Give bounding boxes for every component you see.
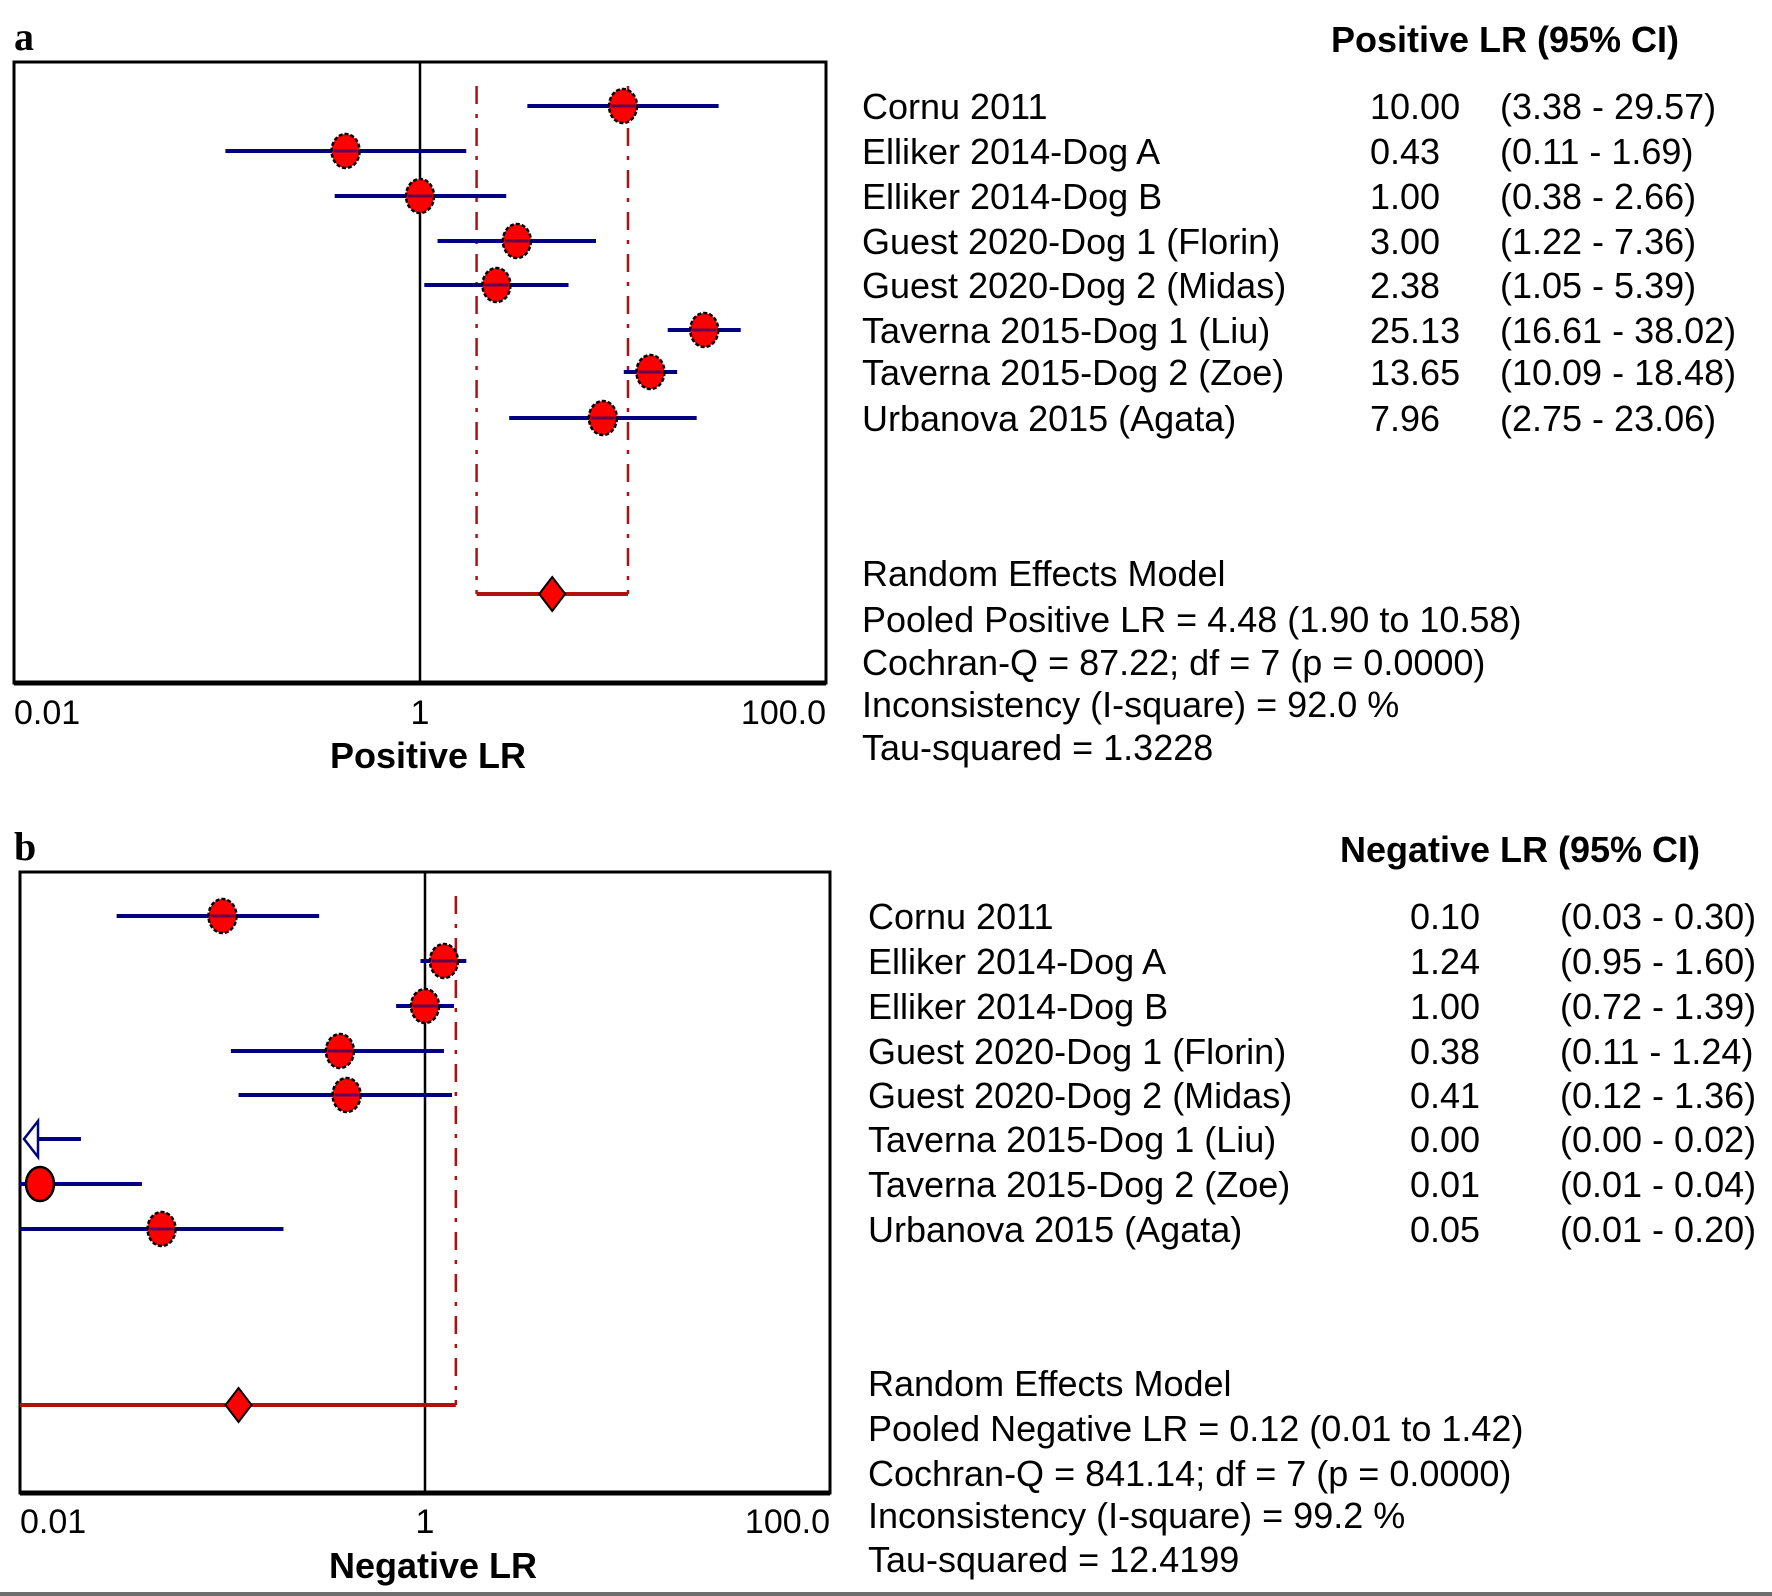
study-value: 13.65 (1370, 352, 1460, 393)
study-value: 3.00 (1370, 221, 1440, 262)
study-row: Guest 2020-Dog 1 (Florin) 3.00 (1.22 - 7.3… (437, 221, 1696, 262)
summary-statistic: Cochran-Q = 841.14; df = 7 (p = 0.0000) (868, 1453, 1511, 1494)
summary-statistic: Inconsistency (I-square) = 99.2 % (868, 1495, 1405, 1536)
study-value: 0.41 (1410, 1075, 1480, 1116)
study-row: Cornu 2011 10.00 (3.38 - 29.57) (527, 86, 1716, 127)
study-name: Urbanova 2015 (Agata) (862, 398, 1236, 439)
study-row: Cornu 2011 0.10 (0.03 - 0.30) (116, 896, 1756, 937)
pooled-estimate-diamond (537, 575, 567, 613)
x-tick-label: 0.01 (20, 1503, 86, 1541)
x-tick-label: 0.01 (14, 694, 80, 732)
column-title: Positive LR (95% CI) (1331, 19, 1679, 60)
study-name: Urbanova 2015 (Agata) (868, 1209, 1242, 1250)
study-name: Elliker 2014-Dog B (868, 986, 1168, 1027)
study-ci: (0.00 - 0.02) (1560, 1119, 1756, 1160)
x-tick-label: 1 (411, 694, 430, 732)
study-value: 10.00 (1370, 86, 1460, 127)
study-row: Urbanova 2015 (Agata) 0.05 (0.01 - 0.20) (20, 1209, 1756, 1250)
study-name: Guest 2020-Dog 2 (Midas) (862, 265, 1286, 306)
study-value: 0.05 (1410, 1209, 1480, 1250)
study-name: Taverna 2015-Dog 1 (Liu) (868, 1119, 1276, 1160)
study-ci: (0.01 - 0.04) (1560, 1164, 1756, 1205)
study-ci: (0.03 - 0.30) (1560, 896, 1756, 937)
study-ci: (1.05 - 5.39) (1500, 265, 1696, 306)
x-tick-label: 1 (416, 1503, 435, 1541)
study-name: Guest 2020-Dog 1 (Florin) (868, 1031, 1286, 1072)
x-tick-label: 100.0 (741, 694, 826, 732)
study-row: Guest 2020-Dog 2 (Midas) 0.41 (0.12 - 1.36… (238, 1075, 1756, 1116)
study-value: 0.01 (1410, 1164, 1480, 1205)
study-name: Taverna 2015-Dog 1 (Liu) (862, 310, 1270, 351)
study-ci: (0.11 - 1.24) (1560, 1031, 1753, 1072)
summary-statistic: Cochran-Q = 87.22; df = 7 (p = 0.0000) (862, 642, 1485, 683)
study-ci: (0.95 - 1.60) (1560, 941, 1756, 982)
study-ci: (0.72 - 1.39) (1560, 986, 1756, 1027)
study-row: Taverna 2015-Dog 1 (Liu) 25.13 (16.61 - 38… (667, 310, 1736, 351)
model-title: Random Effects Model (868, 1363, 1232, 1404)
study-name: Elliker 2014-Dog B (862, 176, 1162, 217)
study-row: Elliker 2014-Dog B 1.00 (0.38 - 2.66) (334, 176, 1696, 217)
study-value: 0.38 (1410, 1031, 1480, 1072)
study-row: Taverna 2015-Dog 2 (Zoe) 13.65 (10.09 - 18… (623, 352, 1736, 393)
study-ci: (16.61 - 38.02) (1500, 310, 1736, 351)
point-estimate (24, 1165, 56, 1203)
summary-statistic: Inconsistency (I-square) = 92.0 % (862, 684, 1399, 725)
study-ci: (3.38 - 29.57) (1500, 86, 1716, 127)
panel-label: b (14, 824, 36, 869)
panel-label: a (14, 14, 34, 59)
study-row: Elliker 2014-Dog A 1.24 (0.95 - 1.60) (420, 941, 1756, 982)
study-value: 25.13 (1370, 310, 1460, 351)
summary-statistic: Pooled Positive LR = 4.48 (1.90 to 10.58… (862, 599, 1521, 640)
study-ci: (1.22 - 7.36) (1500, 221, 1696, 262)
summary-statistic: Tau-squared = 1.3228 (862, 727, 1213, 768)
study-name: Elliker 2014-Dog A (862, 131, 1160, 172)
study-value: 1.24 (1410, 941, 1480, 982)
truncation-arrow-icon (22, 1117, 40, 1161)
summary-statistic: Tau-squared = 12.4199 (868, 1539, 1239, 1580)
study-value: 0.10 (1410, 896, 1480, 937)
bottom-border-strip (0, 1592, 1772, 1596)
study-ci: (0.12 - 1.36) (1560, 1075, 1756, 1116)
study-name: Taverna 2015-Dog 2 (Zoe) (868, 1164, 1290, 1205)
study-value: 1.00 (1370, 176, 1440, 217)
study-name: Cornu 2011 (868, 896, 1053, 937)
study-name: Cornu 2011 (862, 86, 1047, 127)
study-row: Elliker 2014-Dog A 0.43 (0.11 - 1.69) (225, 131, 1693, 172)
study-value: 0.43 (1370, 131, 1440, 172)
x-axis-label: Positive LR (330, 735, 526, 776)
study-row: Guest 2020-Dog 2 (Midas) 2.38 (1.05 - 5.39… (424, 265, 1696, 306)
model-title: Random Effects Model (862, 553, 1226, 594)
study-row: Guest 2020-Dog 1 (Florin) 0.38 (0.11 - 1.2… (230, 1031, 1753, 1072)
study-ci: (0.38 - 2.66) (1500, 176, 1696, 217)
study-name: Guest 2020-Dog 1 (Florin) (862, 221, 1280, 262)
study-value: 1.00 (1410, 986, 1480, 1027)
study-ci: (10.09 - 18.48) (1500, 352, 1736, 393)
study-row: Taverna 2015-Dog 1 (Liu) 0.00 (0.00 - 0.02… (22, 1117, 1756, 1161)
x-tick-label: 100.0 (745, 1503, 830, 1541)
study-row: Elliker 2014-Dog B 1.00 (0.72 - 1.39) (396, 986, 1756, 1027)
study-value: 0.00 (1410, 1119, 1480, 1160)
column-title: Negative LR (95% CI) (1340, 829, 1700, 870)
study-ci: (2.75 - 23.06) (1500, 398, 1716, 439)
x-axis-label: Negative LR (329, 1545, 537, 1586)
study-name: Taverna 2015-Dog 2 (Zoe) (862, 352, 1284, 393)
summary-statistic: Pooled Negative LR = 0.12 (0.01 to 1.42) (868, 1408, 1523, 1449)
study-row: Urbanova 2015 (Agata) 7.96 (2.75 - 23.06) (509, 398, 1716, 439)
pooled-estimate-diamond (224, 1386, 253, 1424)
study-ci: (0.11 - 1.69) (1500, 131, 1693, 172)
study-value: 7.96 (1370, 398, 1440, 439)
study-name: Elliker 2014-Dog A (868, 941, 1166, 982)
study-name: Guest 2020-Dog 2 (Midas) (868, 1075, 1292, 1116)
study-row: Taverna 2015-Dog 2 (Zoe) 0.01 (0.01 - 0.04… (20, 1164, 1756, 1205)
study-value: 2.38 (1370, 265, 1440, 306)
study-ci: (0.01 - 0.20) (1560, 1209, 1756, 1250)
